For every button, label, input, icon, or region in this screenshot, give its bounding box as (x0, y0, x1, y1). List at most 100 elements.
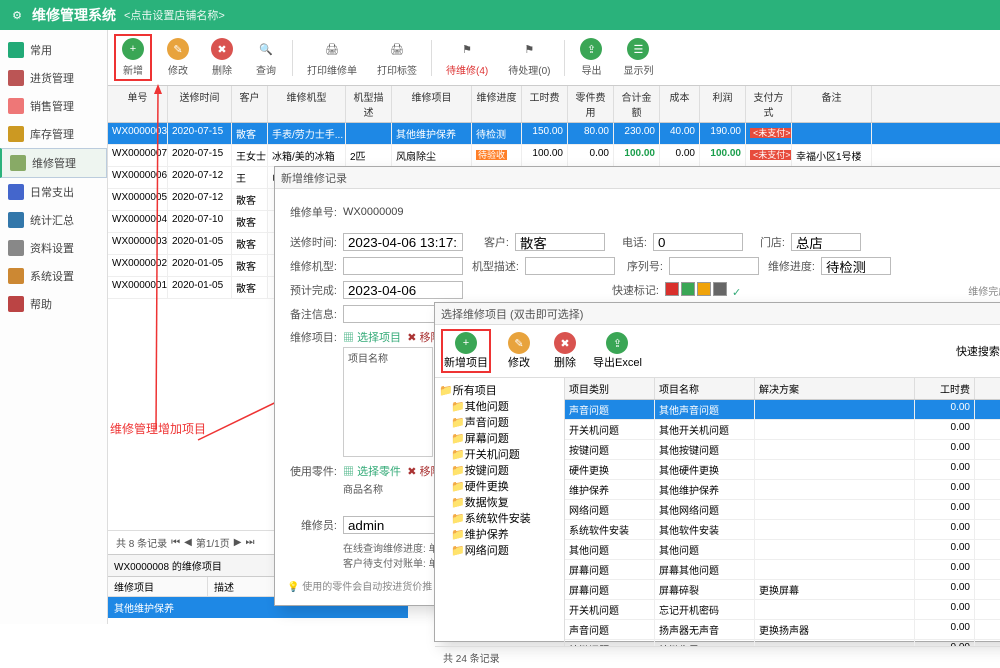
sidebar-item-5[interactable]: 日常支出 (0, 178, 107, 206)
dialog2-titlebar: 选择维修项目 (双击即可选择) — ▢ ✕ (435, 303, 1000, 325)
grid-col-4[interactable]: 机型描述 (346, 86, 392, 122)
grid-col-9[interactable]: 合计金额 (614, 86, 660, 122)
tree-item[interactable]: 📁按键问题 (439, 462, 560, 478)
pager-prev-icon[interactable]: ◀ (184, 537, 192, 548)
tree-item[interactable]: 📁其他问题 (439, 398, 560, 414)
input-due[interactable] (343, 281, 463, 299)
tree-item[interactable]: 📁维护保养 (439, 526, 560, 542)
grid-col-7[interactable]: 工时费 (522, 86, 568, 122)
input-serial[interactable] (669, 257, 759, 275)
toolbar-btn-3[interactable]: 🔍查询 (248, 36, 284, 79)
tree-item[interactable]: 📁所有项目 (439, 382, 560, 398)
d2-row[interactable]: 按键问题其他按键问题0.00 (565, 440, 1000, 460)
d2-toolbar-label: 修改 (508, 354, 530, 370)
grid-col-3[interactable]: 维修机型 (268, 86, 346, 122)
toolbar-icon: ⚑ (518, 38, 540, 60)
input-time[interactable] (343, 233, 463, 251)
sidebar-item-7[interactable]: 资料设置 (0, 234, 107, 262)
grid-col-13[interactable]: 备注 (792, 86, 872, 122)
d2-row[interactable]: 声音问题其他声音问题0.00 (565, 400, 1000, 420)
grid-col-5[interactable]: 维修项目 (392, 86, 472, 122)
grid-col-0[interactable]: 单号 (108, 86, 168, 122)
color-swatch[interactable] (681, 282, 695, 296)
sidebar-item-2[interactable]: 销售管理 (0, 92, 107, 120)
sidebar-item-4[interactable]: 维修管理 (0, 148, 107, 178)
grid-col-1[interactable]: 送修时间 (168, 86, 232, 122)
d2-row[interactable]: 屏幕问题屏幕其他问题0.00 (565, 560, 1000, 580)
toolbar-icon: ✖ (211, 38, 233, 60)
color-swatch[interactable] (713, 282, 727, 296)
d2-row[interactable]: 维护保养其他维护保养0.00 (565, 480, 1000, 500)
input-prog[interactable] (821, 257, 891, 275)
select-part-link[interactable]: ▦ 选择零件 (343, 466, 401, 478)
sidebar-label: 资料设置 (30, 240, 74, 256)
input-model[interactable] (343, 257, 463, 275)
app-subtitle[interactable]: <点击设置店铺名称> (124, 7, 225, 23)
toolbar-btn-6[interactable]: 🖨打印标签 (371, 36, 423, 79)
color-swatch[interactable] (697, 282, 711, 296)
d2-row[interactable]: 屏幕问题屏幕碎裂更换屏幕0.00 (565, 580, 1000, 600)
toolbar-label: 待处理(0) (508, 62, 550, 77)
tree-item[interactable]: 📁开关机问题 (439, 446, 560, 462)
lbl-due: 预计完成: (287, 282, 337, 298)
d2-row[interactable]: 声音问题扬声器无声音更换扬声器0.00 (565, 620, 1000, 640)
sidebar-item-3[interactable]: 库存管理 (0, 120, 107, 148)
pager-first-icon[interactable]: ⏮ (171, 537, 180, 548)
d2-row[interactable]: 开关机问题其他开关机问题0.00 (565, 420, 1000, 440)
sidebar-item-9[interactable]: 帮助 (0, 290, 107, 318)
sidebar-item-1[interactable]: 进货管理 (0, 64, 107, 92)
quick-note: 维修完成后计入利润统计. (968, 283, 1000, 298)
grid-col-2[interactable]: 客户 (232, 86, 268, 122)
d2-row[interactable]: 开关机问题忘记开机密码0.00 (565, 600, 1000, 620)
grid-col-11[interactable]: 利润 (700, 86, 746, 122)
pager-last-icon[interactable]: ⏭ (245, 537, 254, 548)
toolbar-btn-5[interactable]: 🖨打印维修单 (301, 36, 363, 79)
sidebar-item-8[interactable]: 系统设置 (0, 262, 107, 290)
d2-row[interactable]: 其他问题其他问题0.00 (565, 540, 1000, 560)
d2-col-3[interactable]: 工时费 (915, 378, 975, 399)
tree-item[interactable]: 📁硬件更换 (439, 478, 560, 494)
tree-item[interactable]: 📁数据恢复 (439, 494, 560, 510)
tree-item[interactable]: 📁系统软件安装 (439, 510, 560, 526)
grid-col-6[interactable]: 维修进度 (472, 86, 522, 122)
tree-item[interactable]: 📁网络问题 (439, 542, 560, 558)
input-tel[interactable] (653, 233, 743, 251)
grid-col-10[interactable]: 成本 (660, 86, 700, 122)
input-desc[interactable] (525, 257, 615, 275)
app-header: ⚙ 维修管理系统 <点击设置店铺名称> (0, 0, 1000, 30)
input-store[interactable] (791, 233, 861, 251)
d2-col-0[interactable]: 项目类别 (565, 378, 655, 399)
toolbar-btn-2[interactable]: ✖删除 (204, 36, 240, 79)
toolbar-btn-8[interactable]: ⚑待维修(4) (440, 36, 494, 79)
tree-item[interactable]: 📁屏幕问题 (439, 430, 560, 446)
grid-col-8[interactable]: 零件费用 (568, 86, 614, 122)
d2-row[interactable]: 网络问题其他网络问题0.00 (565, 500, 1000, 520)
grid-row[interactable]: WX00000032020-07-15散客手表/劳力士手...其他维护保养待检测… (108, 123, 1000, 145)
d2-row[interactable]: 系统软件安装其他软件安装0.00 (565, 520, 1000, 540)
lbl-note: 备注信息: (287, 306, 337, 322)
grid-row[interactable]: WX00000072020-07-15王女士冰箱/美的冰箱2匹风扇除尘待验收10… (108, 145, 1000, 167)
color-swatch[interactable] (665, 282, 679, 296)
category-tree: 📁所有项目📁其他问题📁声音问题📁屏幕问题📁开关机问题📁按键问题📁硬件更换📁数据恢… (435, 378, 565, 646)
d2-col-1[interactable]: 项目名称 (655, 378, 755, 399)
toolbar-btn-1[interactable]: ✎修改 (160, 36, 196, 79)
input-cust[interactable] (515, 233, 605, 251)
d2-col-2[interactable]: 解决方案 (755, 378, 915, 399)
grid-col-12[interactable]: 支付方式 (746, 86, 792, 122)
sidebar-item-0[interactable]: 常用 (0, 36, 107, 64)
d2-toolbar-btn-1[interactable]: ✖删除 (547, 332, 583, 370)
pager-next-icon[interactable]: ▶ (234, 537, 242, 548)
tree-item[interactable]: 📁声音问题 (439, 414, 560, 430)
d2-toolbar-btn-0[interactable]: ⇪导出Excel (593, 332, 642, 370)
d2-row[interactable]: 按键问题按键失灵0.00 (565, 640, 1000, 646)
item-name-box: 项目名称 (343, 347, 433, 457)
sidebar-item-6[interactable]: 统计汇总 (0, 206, 107, 234)
toolbar-btn-12[interactable]: ☰显示列 (617, 36, 659, 79)
toolbar-btn-9[interactable]: ⚑ 待处理(0) (502, 36, 556, 79)
d2-toolbar-btn-2[interactable]: ✎修改 (501, 332, 537, 370)
toolbar-btn-0[interactable]: +新增 (114, 34, 152, 81)
toolbar-btn-11[interactable]: ⇪导出 (573, 36, 609, 79)
d2-toolbar-btn-3[interactable]: +新增项目 (441, 329, 491, 373)
d2-row[interactable]: 硬件更换其他硬件更换0.00 (565, 460, 1000, 480)
select-item-link[interactable]: ▦ 选择项目 (343, 332, 401, 344)
